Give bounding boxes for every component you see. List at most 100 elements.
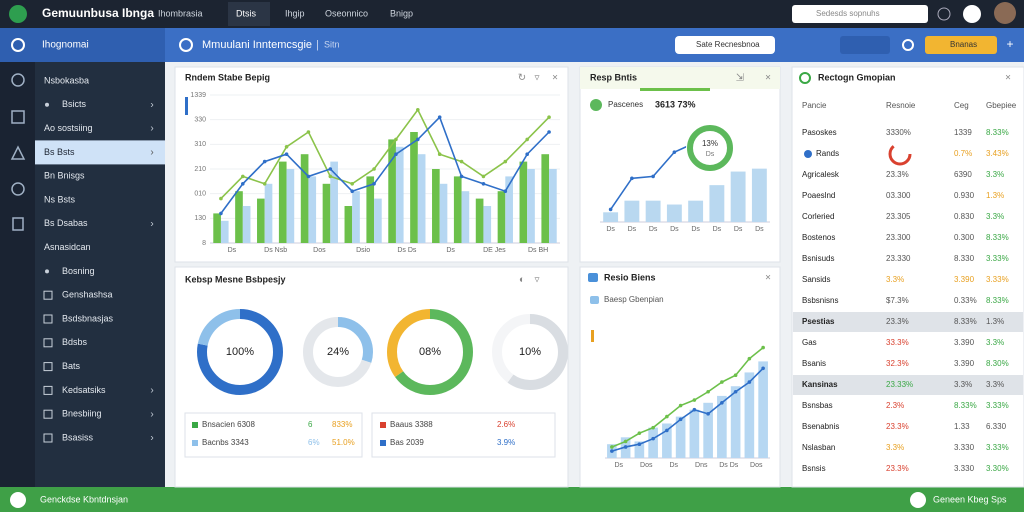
icon[interactable]: ↻ <box>518 73 526 84</box>
icon-button[interactable] <box>963 5 981 23</box>
nav-item[interactable]: Ns Bsts <box>44 194 76 204</box>
x-tick-label: Ds <box>713 226 722 233</box>
row-label: Agricalesk <box>802 170 840 179</box>
nav-item[interactable]: Genshashsa <box>62 290 113 300</box>
nav-item[interactable]: Bs Bsts <box>44 147 75 157</box>
icon[interactable]: × <box>552 73 558 84</box>
button-label[interactable]: Sate Recnesbnoa <box>696 40 760 49</box>
bar <box>300 154 309 243</box>
nav-icon[interactable] <box>11 110 25 124</box>
nav-item[interactable]: Dtsis <box>236 8 256 18</box>
cell: 8.330 <box>954 254 975 263</box>
y-tick-label: 130 <box>194 215 206 222</box>
cell: 3.3% <box>886 443 904 452</box>
nav-icon[interactable] <box>10 145 26 160</box>
x-tick-label: Ds <box>691 226 700 233</box>
x-tick-label: Ds <box>670 226 679 233</box>
icon[interactable]: › <box>150 147 153 158</box>
icon[interactable]: › <box>150 409 153 420</box>
icon[interactable]: › <box>150 218 153 229</box>
point <box>481 182 486 186</box>
x-tick-label: Ds <box>446 247 455 254</box>
icon-button[interactable] <box>937 7 951 21</box>
icon[interactable]: × <box>1005 73 1011 84</box>
donut-sub: Ds <box>706 151 715 158</box>
nav-active-bg <box>228 2 270 26</box>
icon[interactable]: × <box>765 73 771 84</box>
nav-item[interactable]: Nsbokasba <box>44 75 89 85</box>
header-button[interactable] <box>675 36 775 54</box>
point <box>525 137 529 142</box>
icon[interactable]: › <box>150 433 153 444</box>
bar <box>374 198 382 243</box>
header-section <box>0 28 165 62</box>
section-band <box>793 375 1023 395</box>
point <box>328 167 333 171</box>
nav-item[interactable]: Bsasiss <box>62 432 94 442</box>
point <box>284 152 289 156</box>
point <box>733 373 738 378</box>
donut-value: 24% <box>327 346 349 358</box>
legend-swatch <box>192 440 198 446</box>
gear-icon[interactable] <box>902 39 914 51</box>
nav-item[interactable]: Bsicts <box>62 99 87 109</box>
bar <box>497 191 506 243</box>
cell: 1.33 <box>954 422 970 431</box>
row-label: Bsnisuds <box>802 254 834 263</box>
icon[interactable]: ⇲ <box>736 73 744 84</box>
point <box>437 115 442 119</box>
icon[interactable]: × <box>765 273 771 284</box>
bar <box>330 161 338 243</box>
icon[interactable]: ▿ <box>534 73 539 84</box>
bullet <box>45 102 49 107</box>
column-header: Ceg <box>954 101 969 110</box>
nav-icon[interactable] <box>11 73 25 87</box>
point <box>241 174 245 179</box>
point <box>637 431 642 435</box>
cell: 0.33% <box>954 296 977 305</box>
search-box[interactable] <box>792 5 928 23</box>
icon[interactable]: › <box>150 123 153 134</box>
nav-item[interactable]: Bats <box>62 361 81 371</box>
icon[interactable]: ▿ <box>534 275 539 286</box>
nav-item[interactable]: Asnasidcan <box>44 242 91 252</box>
x-tick-label: Dsio <box>356 247 370 254</box>
column-header: Resnoie <box>886 101 916 110</box>
nav-item[interactable]: Bs Dsabas <box>44 218 88 228</box>
nav-icon[interactable] <box>11 182 25 196</box>
icon[interactable]: ◐ <box>519 275 525 286</box>
x-tick-label: Ds Nsb <box>264 247 287 254</box>
donut-segment <box>492 314 568 390</box>
icon[interactable]: › <box>150 99 153 110</box>
point <box>610 449 614 453</box>
bar <box>717 395 727 458</box>
cell: 3.330 <box>954 464 975 473</box>
nav-item[interactable]: Bosning <box>62 266 95 276</box>
item-icon <box>43 290 53 300</box>
nav-item[interactable]: Bsdsbnasjas <box>62 313 114 323</box>
action-button[interactable] <box>925 36 997 54</box>
footer-icon <box>10 492 26 508</box>
nav-item[interactable]: Bdsbs <box>62 337 88 347</box>
nav-item[interactable]: Bn Bnisgs <box>44 171 85 181</box>
nav-item[interactable]: Bnesbiing <box>62 409 102 419</box>
icon-button[interactable] <box>840 36 890 54</box>
point <box>262 182 267 186</box>
avatar[interactable] <box>994 2 1016 24</box>
button-label[interactable]: Bnanas <box>950 40 977 49</box>
nav-item[interactable]: Ihombrasia <box>158 8 203 18</box>
cell: 23.3% <box>886 317 909 326</box>
nav-item[interactable]: Bnigp <box>390 8 413 18</box>
icon[interactable]: › <box>150 385 153 396</box>
header-icon <box>179 38 193 52</box>
nav-item[interactable]: Ao sostsiing <box>44 123 93 133</box>
bar <box>730 386 741 458</box>
nav-item[interactable]: Oseonnico <box>325 8 368 18</box>
nav-item[interactable]: Ihgip <box>285 8 305 18</box>
donut-segment <box>197 309 283 395</box>
nav-item[interactable]: Kedsatsiks <box>62 385 106 395</box>
nav-icon[interactable] <box>12 217 24 231</box>
plus-icon[interactable]: + <box>1006 37 1013 51</box>
point <box>651 425 655 430</box>
